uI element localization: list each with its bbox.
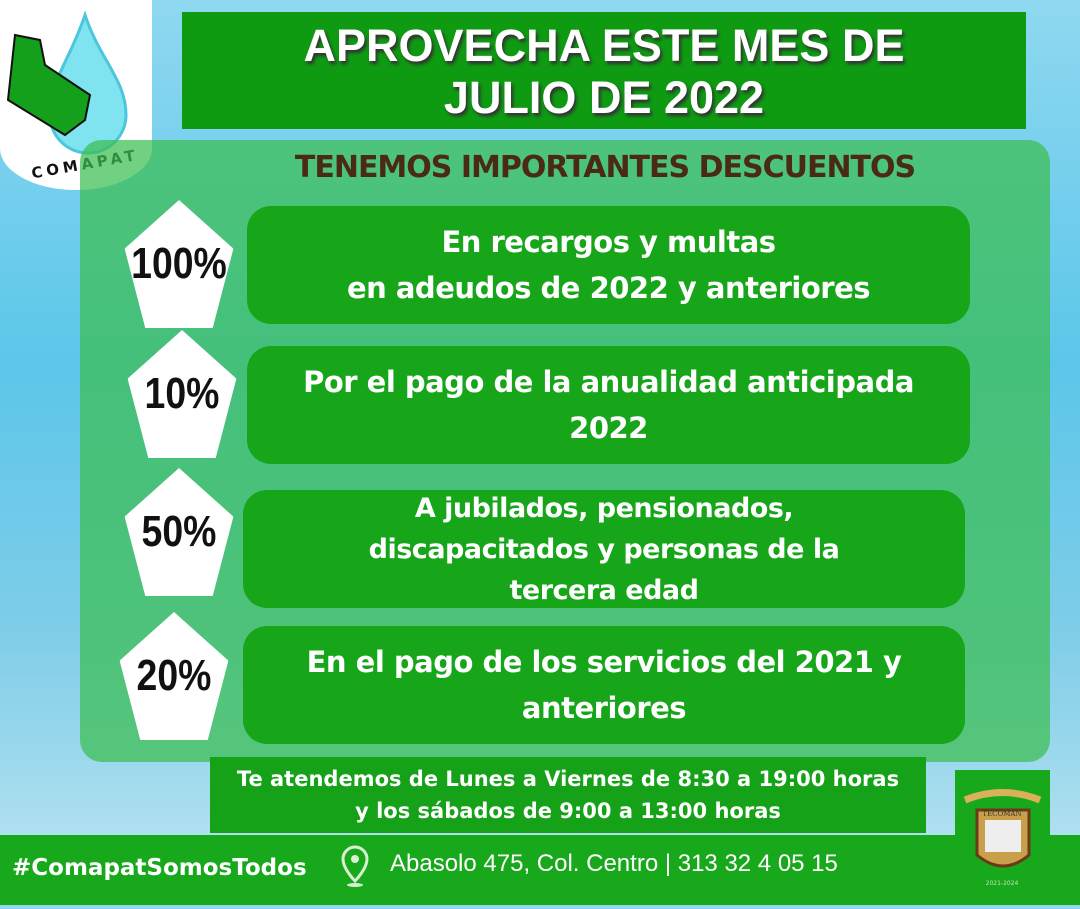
discount-text: En recargos y multas xyxy=(441,225,776,259)
headline-banner: APROVECHA ESTE MES DE JULIO DE 2022 xyxy=(182,12,1026,129)
address-phone: Abasolo 475, Col. Centro | 313 32 4 05 1… xyxy=(390,850,838,877)
office-hours: Te atendemos de Lunes a Viernes de 8:30 … xyxy=(210,757,926,833)
discount-text: En el pago de los servicios del 2021 y xyxy=(306,645,902,679)
hours-saturday: y los sábados de 9:00 a 13:00 horas xyxy=(355,799,781,823)
discount-text: A jubilados, pensionados, xyxy=(414,492,794,524)
subtitle: TENEMOS IMPORTANTES DESCUENTOS xyxy=(294,150,916,185)
discount-text: tercera edad xyxy=(509,574,699,606)
crest-years: 2021-2024 xyxy=(986,880,1019,887)
discount-card: En el pago de los servicios del 2021 y a… xyxy=(243,626,965,744)
discount-text: en adeudos de 2022 y anteriores xyxy=(346,271,871,305)
hours-weekdays: Te atendemos de Lunes a Viernes de 8:30 … xyxy=(236,767,900,791)
discount-text: anteriores xyxy=(521,691,687,725)
discount-card: Por el pago de la anualidad anticipada 2… xyxy=(247,346,970,464)
discount-text: 2022 xyxy=(569,411,648,445)
map-pin-icon xyxy=(341,845,369,887)
discount-text: Por el pago de la anualidad anticipada xyxy=(303,365,914,399)
discount-text: discapacitados y personas de la xyxy=(368,533,840,565)
tecoman-crest: TECOMAN 2021-2024 xyxy=(955,770,1050,905)
discount-card: A jubilados, pensionados, discapacitados… xyxy=(243,490,965,608)
coat-of-arms-icon: TECOMAN 2021-2024 xyxy=(963,789,1042,887)
crest-text: TECOMAN xyxy=(982,810,1021,818)
footer-bar xyxy=(0,835,1080,905)
hashtag: #ComapatSomosTodos xyxy=(12,855,307,881)
discount-card: En recargos y multas en adeudos de 2022 … xyxy=(247,206,970,324)
headline-line-2: JULIO DE 2022 xyxy=(443,72,765,123)
headline-line-1: APROVECHA ESTE MES DE xyxy=(303,20,905,71)
